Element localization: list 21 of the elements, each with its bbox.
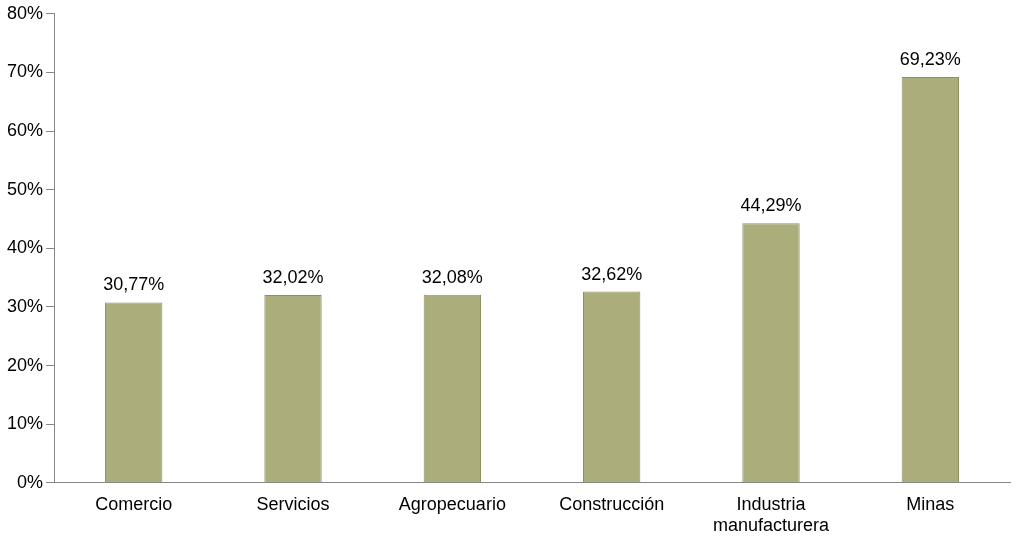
x-tick-label: Agropecuario <box>398 493 506 514</box>
y-tick-label: 70% <box>7 61 44 82</box>
y-tick-label: 10% <box>7 413 44 434</box>
x-tick-label: Industria manufacturera <box>712 493 831 536</box>
x-tick-label: Construcción <box>559 493 665 514</box>
data-label: 69,23% <box>899 48 961 69</box>
y-tick-label: 80% <box>7 2 44 23</box>
data-label: 32,02% <box>262 267 324 288</box>
y-tick-label: 0% <box>17 471 44 492</box>
x-tick-label: Minas <box>906 493 955 514</box>
y-tick-label: 50% <box>7 178 44 199</box>
x-tick-label: Comercio <box>95 493 173 514</box>
y-tick-label: 30% <box>7 295 44 316</box>
data-label: 32,08% <box>421 266 483 287</box>
data-label: 30,77% <box>103 274 165 295</box>
y-tick-label: 20% <box>7 354 44 375</box>
x-tick-label: Servicios <box>256 493 330 514</box>
y-tick-label: 60% <box>7 120 44 141</box>
data-label: 32,62% <box>581 263 643 284</box>
data-label: 44,29% <box>740 195 802 216</box>
y-tick-label: 40% <box>7 237 44 258</box>
